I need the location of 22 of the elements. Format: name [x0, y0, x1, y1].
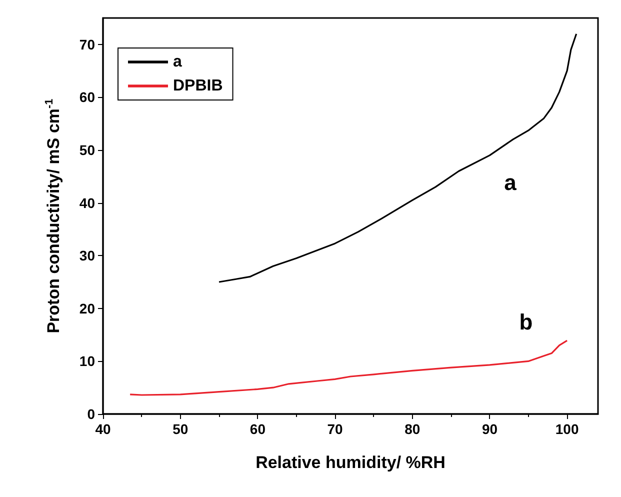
- y-tick-label: 40: [79, 194, 96, 211]
- line-series: [129, 340, 568, 396]
- y-tick-label: 30: [79, 248, 96, 264]
- x-tick-label: 60: [250, 421, 266, 437]
- y-tick-label: 60: [79, 89, 96, 106]
- x-axis-title: Relative humidity/ %RH: [256, 453, 446, 472]
- y-axis-title: Proton conductivity/ mS cm-1: [44, 98, 63, 334]
- annotation: a: [504, 170, 518, 196]
- annotation: b: [519, 310, 533, 335]
- y-tick-label: 10: [79, 353, 96, 370]
- y-tick-label: 0: [87, 406, 96, 422]
- x-tick-label: 70: [327, 421, 344, 437]
- y-tick-label: 50: [79, 142, 96, 158]
- legend-label: DPBIB: [173, 78, 223, 94]
- legend-label: a: [173, 54, 182, 70]
- x-tick-label: 50: [172, 421, 188, 437]
- y-tick-label: 20: [79, 300, 96, 316]
- y-tick-label: 70: [79, 36, 96, 52]
- x-tick-label: 80: [404, 421, 420, 437]
- x-tick-label: 40: [95, 421, 111, 437]
- x-tick-label: 100: [555, 421, 579, 437]
- x-tick-label: 90: [482, 421, 498, 437]
